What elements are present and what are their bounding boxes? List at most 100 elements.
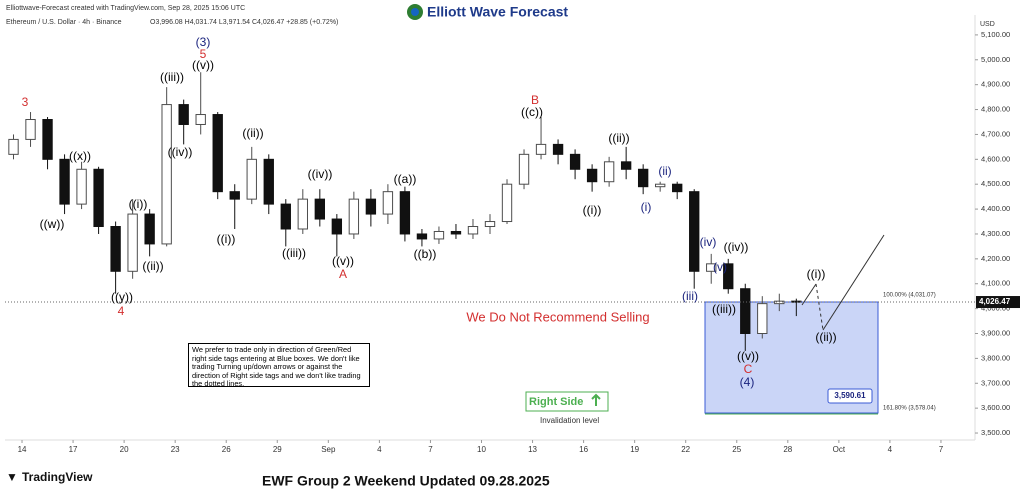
wave-label: ((ii)): [815, 330, 836, 344]
y-tick-label: 4,600.00: [981, 154, 1010, 163]
candle-body: [229, 191, 240, 200]
wave-label: ((iii)): [160, 70, 184, 84]
candle-body: [161, 104, 172, 245]
header: Elliottwave-Forecast created with Tradin…: [6, 5, 245, 12]
candle-body: [8, 138, 19, 155]
wave-label: (3): [196, 35, 211, 49]
x-tick-label: 10: [477, 445, 486, 454]
price-tag: [827, 388, 873, 404]
x-tick-label: 4: [377, 445, 382, 454]
candle-body: [76, 168, 87, 205]
wave-label: 4: [118, 304, 125, 318]
wave-label: ((c)): [521, 105, 543, 119]
wave-label: ((v)): [192, 58, 214, 72]
candle-body: [365, 198, 377, 215]
candle-body: [195, 114, 206, 125]
x-tick-label: 26: [222, 445, 231, 454]
wave-label: ((iv)): [168, 145, 193, 159]
y-tick-label: 4,200.00: [981, 254, 1010, 263]
invalidation-price: 3,590.61: [834, 391, 866, 400]
candle-body: [620, 161, 632, 170]
wave-label: ((a)): [394, 172, 417, 186]
x-tick-label: Oct: [833, 445, 846, 454]
candle-body: [637, 168, 649, 188]
chart-title: EWF Group 2 Weekend Updated 09.28.2025: [262, 473, 550, 489]
candle-body: [280, 203, 291, 230]
ohlc-info: O3,996.08 H4,031.74 L3,971.54 C4,026.47 …: [150, 19, 338, 26]
projection: [815, 283, 824, 331]
candle-body: [416, 233, 428, 240]
wave-label: (v): [713, 260, 727, 274]
wave-label: ((v)): [332, 254, 354, 268]
x-tick-label: 16: [579, 445, 588, 454]
x-tick-label: 4: [888, 445, 893, 454]
y-tick-label: 5,100.00: [981, 30, 1010, 39]
candle-body: [450, 230, 462, 235]
x-tick-label: 17: [69, 445, 78, 454]
last-price: 4,026.47: [979, 297, 1011, 306]
candle-body: [586, 168, 598, 183]
y-tick-label: 3,800.00: [981, 353, 1010, 362]
x-tick-label: 23: [171, 445, 180, 454]
candle-body: [314, 198, 326, 220]
candle-body: [654, 183, 666, 188]
fib-100: 100.00% (4,031.07): [883, 293, 936, 299]
candle-body: [757, 303, 768, 335]
y-tick-label: 5,000.00: [981, 55, 1010, 64]
symbol: Ethereum / U.S. Dollar · 4h · Binance: [6, 19, 122, 26]
wave-label: (iii): [682, 289, 698, 303]
x-tick-label: 28: [783, 445, 792, 454]
y-tick-label: 4,500.00: [981, 179, 1010, 188]
candle-body: [535, 143, 547, 155]
y-tick-label: 3,900.00: [981, 328, 1010, 337]
candle-body: [110, 226, 121, 272]
y-tick-label: 3,500.00: [981, 428, 1010, 437]
candle-body: [569, 153, 581, 170]
y-tick-label: 4,300.00: [981, 229, 1010, 238]
candle-body: [93, 168, 104, 228]
projection: [822, 234, 885, 331]
candle-body: [382, 191, 394, 215]
wave-label: ((ii)): [142, 259, 163, 273]
candle-body: [791, 300, 802, 303]
projection: [801, 283, 817, 306]
wave-label: ((iv)): [724, 240, 749, 254]
invalidation-label: Invalidation level: [540, 416, 599, 425]
candle-body: [552, 143, 564, 155]
currency: USD: [980, 21, 995, 28]
last-price-tag: [976, 296, 1020, 309]
wave-label: ((b)): [414, 247, 437, 261]
wave-label: C: [744, 362, 753, 376]
candle-body: [59, 158, 70, 205]
candle-body: [706, 263, 717, 272]
candle-body: [467, 226, 479, 235]
footer-brand: TradingView: [22, 470, 93, 484]
note: We prefer to trade only in direction of …: [188, 343, 370, 388]
y-tick-label: 4,000.00: [981, 304, 1010, 313]
logo: [411, 8, 419, 16]
candle-body: [127, 213, 138, 272]
candle-body: [689, 191, 700, 272]
right-side-box: [525, 391, 609, 412]
x-tick-label: 29: [273, 445, 282, 454]
y-tick-label: 4,900.00: [981, 80, 1010, 89]
arrow: [591, 393, 601, 406]
candle-body: [399, 191, 411, 235]
x-tick-label: 22: [681, 445, 690, 454]
headline: We Do Not Recommend Selling: [466, 309, 649, 324]
candle-body: [144, 213, 155, 245]
wave-label: ((ii)): [608, 131, 629, 145]
x-tick-label: 7: [939, 445, 944, 454]
candle-body: [263, 158, 274, 205]
candle-body: [723, 263, 734, 290]
x-tick-label: 7: [428, 445, 433, 454]
wave-label: 3: [22, 95, 29, 109]
candle-body: [501, 183, 513, 223]
candle-body: [603, 161, 615, 183]
candle-body: [484, 221, 496, 228]
candle-body: [433, 230, 445, 240]
y-tick-label: 4,700.00: [981, 129, 1010, 138]
brand: Elliott Wave Forecast: [427, 4, 568, 20]
candle-body: [246, 158, 257, 200]
